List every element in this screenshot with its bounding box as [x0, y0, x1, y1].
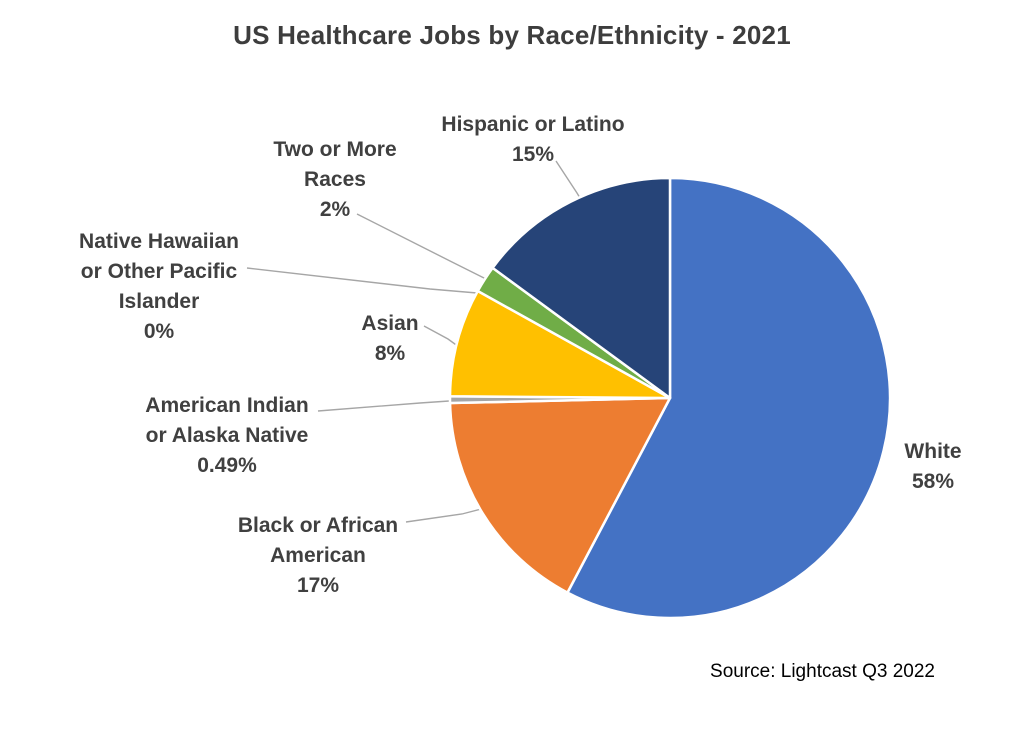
slice-label-black-or-african-american: Black or African American 17% [237, 514, 399, 597]
leader-line-asian [423, 325, 460, 348]
slice-label-native-hawaiian-or-other-pacific-islander: Native Hawaiian or Other Pacific Islande… [79, 230, 239, 343]
pie-slice-hispanic-or-latino [491, 176, 672, 400]
pie-slice-white [566, 176, 892, 620]
slice-label-american-indian-or-alaska-native: American Indian or Alaska Native 0.49% [145, 394, 309, 477]
leader-line-black-or-african-american [405, 506, 490, 523]
pie-slice-asian [448, 289, 672, 400]
slice-label-two-or-more-races: Two or More Races 2% [273, 138, 397, 221]
slice-label-white: White 58% [904, 440, 962, 493]
leader-line-native-hawaiian-or-other-pacific-islander [246, 267, 478, 294]
slice-label-asian: Asian 8% [361, 312, 419, 365]
pie-slice-black-or-african-american [448, 396, 672, 594]
source-note: Source: Lightcast Q3 2022 [710, 661, 935, 682]
leader-line-two-or-more-races [356, 213, 487, 280]
slice-label-hispanic-or-latino: Hispanic or Latino 15% [441, 113, 625, 166]
pie-slices [448, 176, 892, 620]
chart-title: US Healthcare Jobs by Race/Ethnicity - 2… [233, 20, 791, 50]
leader-line-american-indian-or-alaska-native [317, 400, 450, 412]
